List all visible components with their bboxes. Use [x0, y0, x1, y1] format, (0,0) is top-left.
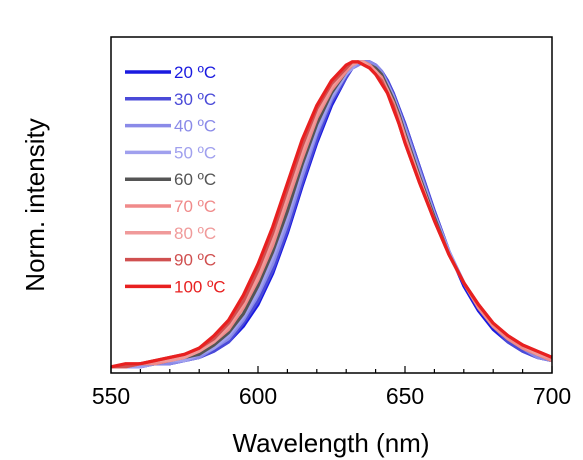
legend-label: 70 ºC [174, 197, 216, 216]
legend-label: 60 ºC [174, 170, 216, 189]
plot-frame [110, 36, 553, 374]
x-tick-label: 550 [92, 383, 130, 409]
x-tick-label: 700 [533, 383, 571, 409]
legend-label: 50 ºC [174, 143, 216, 162]
y-axis-label: Norm. intensity [20, 118, 50, 291]
series-line-9 [110, 60, 553, 369]
legend-label: 40 ºC [174, 117, 216, 136]
x-axis-ticks: 550 600 650 700 [92, 366, 571, 409]
x-axis-label: Wavelength (nm) [233, 428, 430, 458]
x-tick-label: 650 [386, 383, 424, 409]
legend: 20 ºC 30 ºC 40 ºC 50 ºC 60 ºC 70 ºC 80 ºC 90 ºC… [125, 63, 226, 296]
legend-label: 100 ºC [174, 277, 226, 296]
legend-label: 90 ºC [174, 251, 216, 270]
legend-label: 80 ºC [174, 224, 216, 243]
series-curves [110, 60, 553, 369]
legend-label: 30 ºC [174, 90, 216, 109]
legend-label: 20 ºC [174, 63, 216, 82]
x-tick-label: 600 [239, 383, 277, 409]
